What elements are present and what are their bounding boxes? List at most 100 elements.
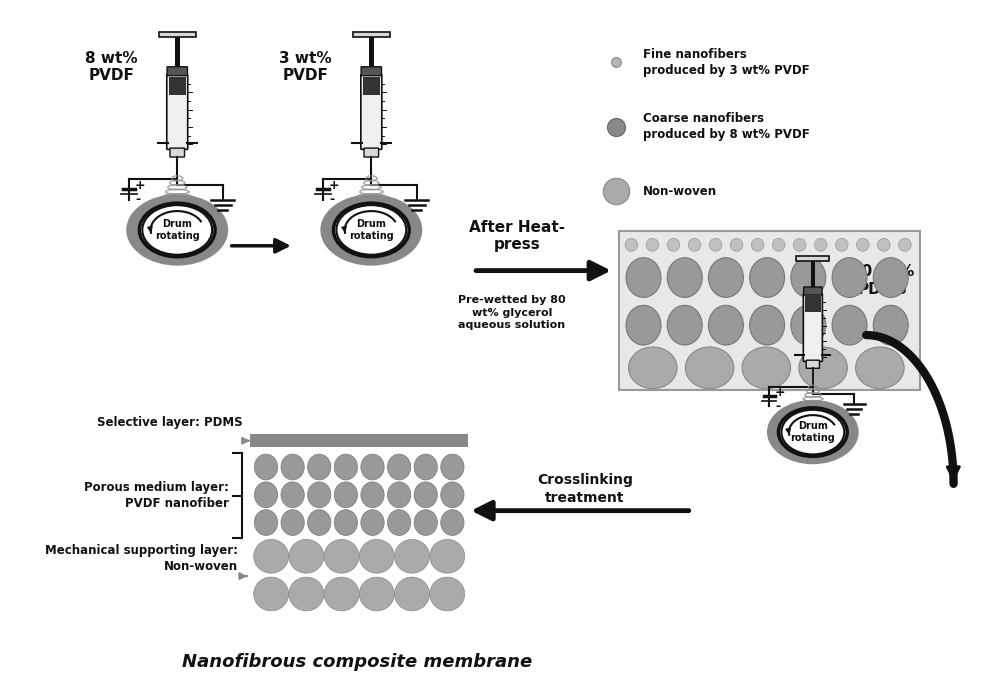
Ellipse shape — [767, 400, 859, 464]
Text: Drum
rotating: Drum rotating — [349, 219, 394, 241]
Text: Mechanical supporting layer:
Non-woven: Mechanical supporting layer: Non-woven — [45, 544, 238, 573]
Text: 3 wt%
PVDF: 3 wt% PVDF — [279, 51, 332, 83]
Text: +: + — [135, 179, 146, 192]
Ellipse shape — [139, 203, 215, 257]
FancyBboxPatch shape — [361, 75, 382, 150]
Ellipse shape — [324, 577, 359, 611]
Ellipse shape — [359, 577, 394, 611]
Text: Selective layer: PDMS: Selective layer: PDMS — [97, 416, 242, 429]
Ellipse shape — [395, 577, 429, 611]
Ellipse shape — [361, 510, 384, 535]
Text: Coarse nanofibers
produced by 8 wt% PVDF: Coarse nanofibers produced by 8 wt% PVDF — [643, 112, 810, 141]
Text: Nanofibrous composite membrane: Nanofibrous composite membrane — [182, 653, 532, 671]
Bar — [250, 434, 468, 623]
Ellipse shape — [646, 238, 659, 251]
FancyBboxPatch shape — [804, 287, 822, 295]
Bar — [159, 32, 196, 37]
Ellipse shape — [688, 238, 701, 251]
Text: +: + — [329, 179, 340, 192]
Ellipse shape — [414, 454, 437, 480]
FancyBboxPatch shape — [806, 360, 819, 368]
Ellipse shape — [430, 577, 465, 611]
Ellipse shape — [626, 305, 661, 345]
Ellipse shape — [361, 454, 384, 480]
Text: 8 wt%
PVDF: 8 wt% PVDF — [85, 51, 138, 83]
Ellipse shape — [333, 203, 409, 257]
Ellipse shape — [626, 257, 661, 297]
Ellipse shape — [320, 194, 422, 266]
Ellipse shape — [324, 540, 359, 573]
Ellipse shape — [791, 257, 826, 297]
Ellipse shape — [685, 347, 734, 388]
Ellipse shape — [709, 238, 722, 251]
Text: Drum
rotating: Drum rotating — [790, 422, 835, 443]
Ellipse shape — [899, 238, 911, 251]
Ellipse shape — [791, 305, 826, 345]
Bar — [353, 32, 390, 37]
Ellipse shape — [441, 510, 464, 535]
Ellipse shape — [730, 238, 743, 251]
Ellipse shape — [750, 305, 785, 345]
Ellipse shape — [667, 305, 702, 345]
Ellipse shape — [308, 482, 331, 508]
Ellipse shape — [629, 347, 677, 388]
Ellipse shape — [878, 238, 890, 251]
FancyBboxPatch shape — [364, 148, 379, 157]
Ellipse shape — [625, 238, 638, 251]
Ellipse shape — [856, 347, 904, 388]
Ellipse shape — [832, 257, 867, 297]
Ellipse shape — [441, 454, 464, 480]
Ellipse shape — [361, 482, 384, 508]
Ellipse shape — [281, 454, 304, 480]
Ellipse shape — [430, 540, 465, 573]
Text: 30 wt%
PDMS: 30 wt% PDMS — [851, 264, 914, 297]
Ellipse shape — [359, 540, 394, 573]
Ellipse shape — [667, 257, 702, 297]
Ellipse shape — [308, 454, 331, 480]
Ellipse shape — [856, 238, 869, 251]
FancyBboxPatch shape — [167, 67, 187, 76]
Ellipse shape — [289, 577, 324, 611]
Ellipse shape — [441, 482, 464, 508]
Ellipse shape — [835, 238, 848, 251]
Text: -: - — [775, 400, 780, 413]
Ellipse shape — [793, 238, 806, 251]
Ellipse shape — [336, 205, 406, 255]
Bar — [369, 37, 374, 67]
FancyBboxPatch shape — [167, 75, 188, 150]
FancyBboxPatch shape — [361, 67, 382, 76]
Ellipse shape — [414, 510, 437, 535]
Ellipse shape — [334, 482, 358, 508]
Text: Fine nanofibers
produced by 3 wt% PVDF: Fine nanofibers produced by 3 wt% PVDF — [643, 48, 810, 77]
Text: Pre-wetted by 80
wt% glycerol
aqueous solution: Pre-wetted by 80 wt% glycerol aqueous so… — [458, 295, 566, 331]
Text: Crosslinking
treatment: Crosslinking treatment — [537, 473, 633, 505]
Ellipse shape — [751, 238, 764, 251]
Ellipse shape — [750, 257, 785, 297]
Text: Non-woven: Non-woven — [643, 185, 717, 198]
Ellipse shape — [387, 454, 411, 480]
Ellipse shape — [414, 482, 437, 508]
Ellipse shape — [126, 194, 228, 266]
Ellipse shape — [708, 305, 743, 345]
Ellipse shape — [742, 347, 791, 388]
Ellipse shape — [873, 305, 908, 345]
Ellipse shape — [667, 238, 680, 251]
Ellipse shape — [387, 482, 411, 508]
Ellipse shape — [873, 257, 908, 297]
Bar — [619, 231, 920, 390]
Ellipse shape — [289, 540, 324, 573]
Ellipse shape — [281, 510, 304, 535]
Text: -: - — [135, 193, 140, 206]
Bar — [363, 77, 380, 95]
Bar — [250, 434, 468, 447]
Ellipse shape — [254, 482, 278, 508]
Text: After Heat-
press: After Heat- press — [469, 219, 565, 252]
Ellipse shape — [334, 510, 358, 535]
Ellipse shape — [778, 408, 847, 456]
Ellipse shape — [772, 238, 785, 251]
Text: Drum
rotating: Drum rotating — [155, 219, 200, 241]
Ellipse shape — [254, 577, 289, 611]
Ellipse shape — [308, 510, 331, 535]
Text: +: + — [775, 386, 786, 399]
Ellipse shape — [708, 257, 743, 297]
